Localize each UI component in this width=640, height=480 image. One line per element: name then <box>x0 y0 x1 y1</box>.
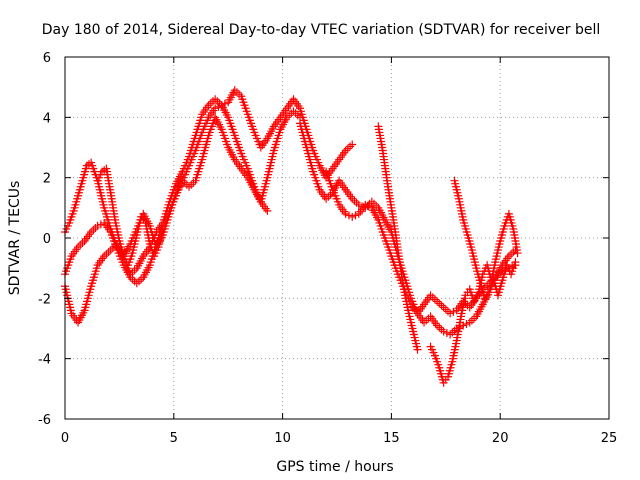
data-point-plus <box>513 249 522 258</box>
data-point-plus <box>511 258 520 267</box>
series-satellite-track-i <box>450 176 520 303</box>
data-point-plus <box>263 206 272 215</box>
x-tick-label: 0 <box>61 431 69 446</box>
y-tick-label: -4 <box>38 353 51 368</box>
data-point-plus <box>158 224 167 233</box>
axis-ticks <box>64 56 610 420</box>
y-tick-labels: -6 -4 -2 0 2 4 6 <box>38 51 51 428</box>
data-point-plus <box>348 140 357 149</box>
x-tick-label: 20 <box>492 431 509 446</box>
chart-title: Day 180 of 2014, Sidereal Day-to-day VTE… <box>42 22 601 38</box>
series-satellite-track-d <box>93 164 167 270</box>
data-point-plus <box>413 345 422 354</box>
y-tick-label: -2 <box>38 292 51 307</box>
x-tick-label: 15 <box>383 431 400 446</box>
x-tick-label: 5 <box>170 431 178 446</box>
series-satellite-track-g <box>374 122 422 354</box>
x-tick-labels: 0 5 10 15 20 25 <box>61 431 617 446</box>
y-tick-label: 2 <box>43 172 51 187</box>
x-tick-label: 10 <box>274 431 291 446</box>
x-tick-label: 25 <box>601 431 618 446</box>
y-axis-title: SDTVAR / TECUs <box>7 181 23 296</box>
data-marks <box>61 86 522 387</box>
y-tick-label: 4 <box>43 111 51 126</box>
x-axis-title: GPS time / hours <box>276 459 393 475</box>
y-tick-label: 0 <box>43 232 51 247</box>
y-tick-label: 6 <box>43 51 51 66</box>
y-tick-label: -6 <box>38 413 51 428</box>
